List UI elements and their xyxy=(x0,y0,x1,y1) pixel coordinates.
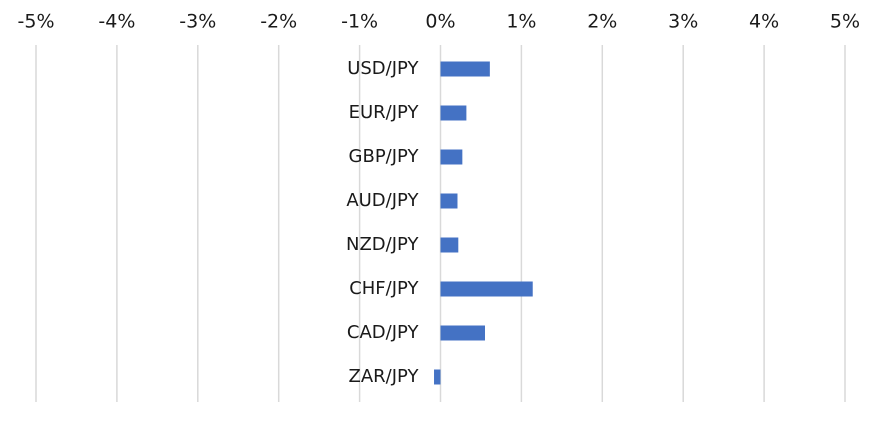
bar-aud-jpy xyxy=(440,193,458,209)
x-tick-label: -5% xyxy=(18,11,55,33)
x-tick-label: 4% xyxy=(749,11,779,33)
category-label: AUD/JPY xyxy=(346,190,419,211)
category-label: EUR/JPY xyxy=(349,102,420,123)
bar-chf-jpy xyxy=(440,281,533,297)
bars xyxy=(434,61,533,385)
x-tick-label: -2% xyxy=(260,11,297,33)
bar-gbp-jpy xyxy=(440,149,463,165)
x-tick-label: 0% xyxy=(425,11,455,33)
x-tick-label: -1% xyxy=(341,11,378,33)
bar-eur-jpy xyxy=(440,105,467,121)
category-label: CHF/JPY xyxy=(349,278,419,299)
bar-usd-jpy xyxy=(440,61,490,77)
category-label: NZD/JPY xyxy=(346,234,419,255)
bar-nzd-jpy xyxy=(440,237,459,253)
x-tick-label: -4% xyxy=(98,11,135,33)
x-tick-label: 1% xyxy=(506,11,536,33)
category-label: ZAR/JPY xyxy=(349,366,420,387)
gridlines xyxy=(35,45,846,402)
x-tick-label: 5% xyxy=(830,11,860,33)
x-tick-label: 3% xyxy=(668,11,698,33)
category-label: CAD/JPY xyxy=(347,322,420,343)
category-label: GBP/JPY xyxy=(349,146,420,167)
bar-cad-jpy xyxy=(440,325,485,341)
category-label: USD/JPY xyxy=(347,58,419,79)
x-axis-tick-labels: -5% -4% -3% -2% -1% 0% 1% 2% 3% 4% 5% xyxy=(18,11,861,33)
category-labels: USD/JPY EUR/JPY GBP/JPY AUD/JPY NZD/JPY CHF/J… xyxy=(346,58,419,387)
x-tick-label: 2% xyxy=(587,11,617,33)
bar-zar-jpy xyxy=(434,369,441,385)
x-tick-label: -3% xyxy=(179,11,216,33)
